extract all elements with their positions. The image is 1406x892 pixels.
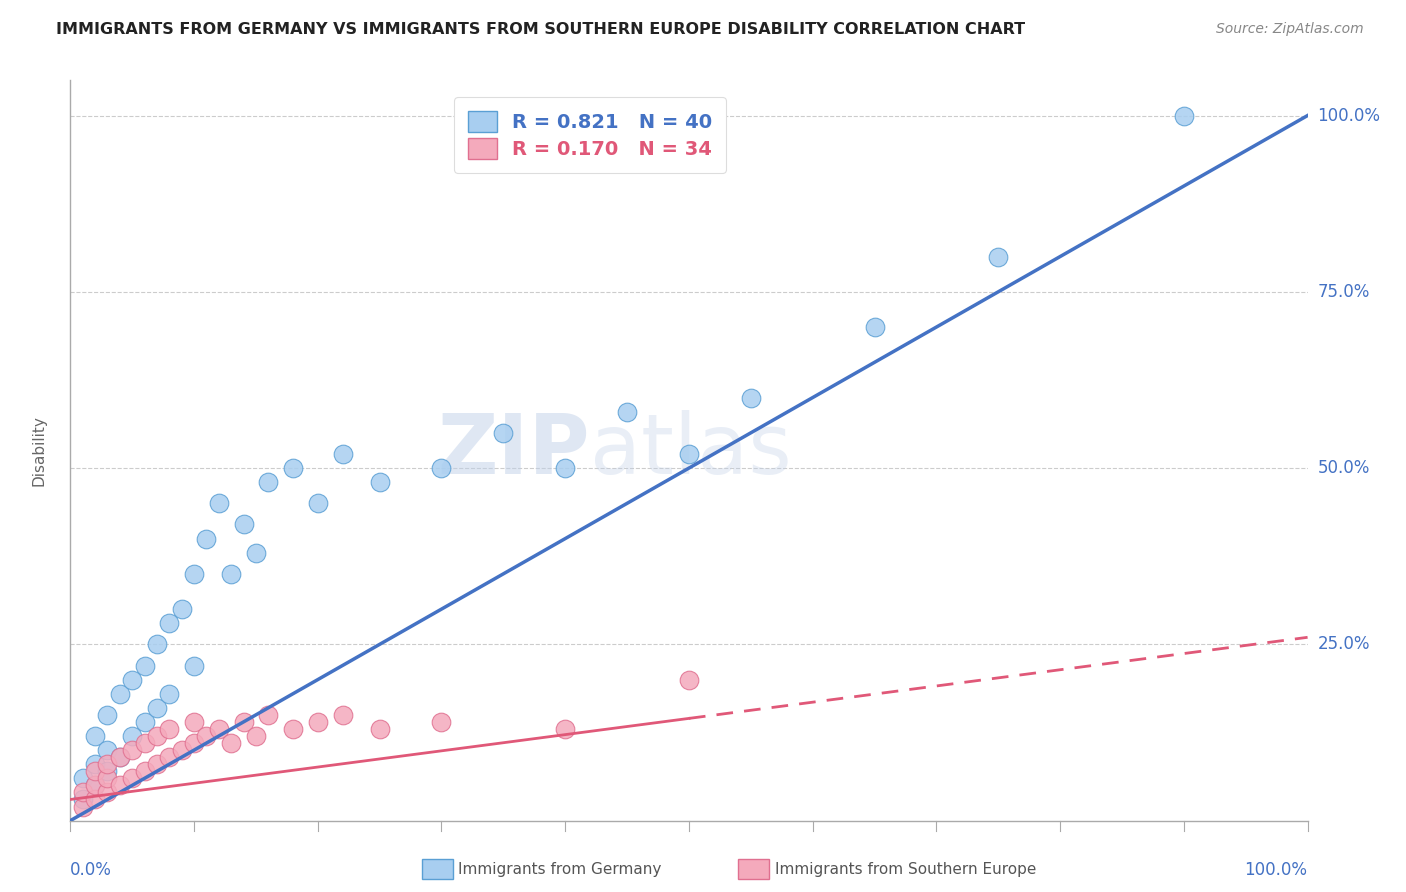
Point	[183, 566, 205, 581]
Point	[307, 714, 329, 729]
Text: IMMIGRANTS FROM GERMANY VS IMMIGRANTS FROM SOUTHERN EUROPE DISABILITY CORRELATIO: IMMIGRANTS FROM GERMANY VS IMMIGRANTS FR…	[56, 22, 1025, 37]
Legend: R = 0.821   N = 40, R = 0.170   N = 34: R = 0.821 N = 40, R = 0.170 N = 34	[454, 97, 725, 173]
Point	[170, 743, 193, 757]
Point	[183, 736, 205, 750]
Point	[219, 566, 242, 581]
Point	[554, 461, 576, 475]
Point	[146, 729, 169, 743]
Point	[232, 714, 254, 729]
Point	[121, 729, 143, 743]
Point	[146, 637, 169, 651]
Point	[740, 391, 762, 405]
Point	[96, 764, 118, 779]
Text: 50.0%: 50.0%	[1317, 459, 1369, 477]
Point	[84, 729, 107, 743]
Point	[257, 475, 280, 490]
Point	[678, 673, 700, 687]
Text: 100.0%: 100.0%	[1317, 106, 1381, 125]
Point	[84, 764, 107, 779]
Point	[368, 475, 391, 490]
Point	[134, 658, 156, 673]
Text: 100.0%: 100.0%	[1244, 862, 1308, 880]
Point	[208, 496, 231, 510]
Point	[72, 785, 94, 799]
Point	[208, 722, 231, 736]
Point	[430, 714, 453, 729]
Text: Disability: Disability	[32, 415, 46, 486]
Point	[554, 722, 576, 736]
Text: Immigrants from Germany: Immigrants from Germany	[458, 863, 662, 877]
Point	[96, 772, 118, 786]
Point	[134, 736, 156, 750]
Point	[678, 447, 700, 461]
Point	[332, 707, 354, 722]
Point	[108, 750, 131, 764]
Point	[219, 736, 242, 750]
Point	[863, 320, 886, 334]
Point	[492, 425, 515, 440]
Point	[195, 729, 218, 743]
Point	[96, 785, 118, 799]
Text: ZIP: ZIP	[437, 410, 591, 491]
Point	[72, 792, 94, 806]
Point	[96, 707, 118, 722]
Point	[430, 461, 453, 475]
Point	[121, 743, 143, 757]
Point	[72, 799, 94, 814]
Point	[1173, 109, 1195, 123]
Point	[157, 616, 180, 631]
Point	[332, 447, 354, 461]
Point	[84, 778, 107, 792]
Point	[108, 778, 131, 792]
Point	[157, 687, 180, 701]
Point	[157, 750, 180, 764]
Point	[84, 757, 107, 772]
Point	[195, 532, 218, 546]
Point	[96, 743, 118, 757]
Point	[108, 687, 131, 701]
Point	[987, 250, 1010, 264]
Text: 75.0%: 75.0%	[1317, 283, 1369, 301]
Point	[183, 714, 205, 729]
Point	[257, 707, 280, 722]
Point	[281, 722, 304, 736]
Point	[183, 658, 205, 673]
Point	[307, 496, 329, 510]
Point	[84, 778, 107, 792]
Point	[96, 757, 118, 772]
Point	[121, 673, 143, 687]
Text: Source: ZipAtlas.com: Source: ZipAtlas.com	[1216, 22, 1364, 37]
Point	[368, 722, 391, 736]
Point	[72, 772, 94, 786]
Point	[616, 405, 638, 419]
Text: atlas: atlas	[591, 410, 792, 491]
Point	[157, 722, 180, 736]
Point	[146, 757, 169, 772]
Point	[245, 546, 267, 560]
Point	[146, 701, 169, 715]
Point	[281, 461, 304, 475]
Point	[232, 517, 254, 532]
Point	[121, 772, 143, 786]
Text: Immigrants from Southern Europe: Immigrants from Southern Europe	[775, 863, 1036, 877]
Point	[84, 792, 107, 806]
Point	[170, 602, 193, 616]
Text: 25.0%: 25.0%	[1317, 635, 1369, 653]
Point	[245, 729, 267, 743]
Point	[134, 764, 156, 779]
Point	[108, 750, 131, 764]
Point	[134, 714, 156, 729]
Text: 0.0%: 0.0%	[70, 862, 112, 880]
